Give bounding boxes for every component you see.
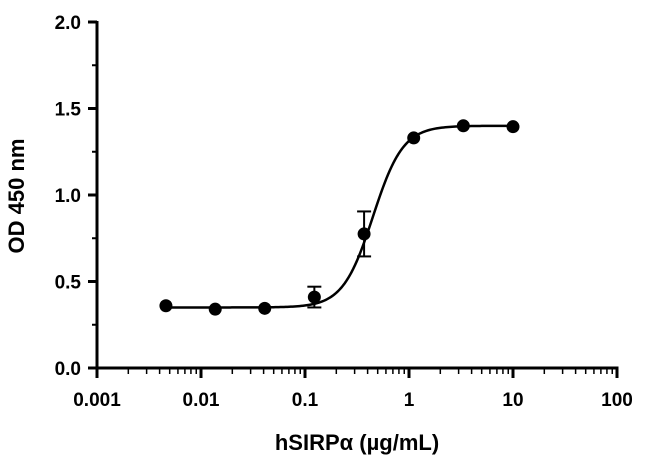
data-points [159,119,520,316]
y-tick-label: 0.5 [55,273,82,294]
data-point [208,302,222,316]
data-point [357,227,371,241]
x-axis-label: hSIRPα (µg/mL) [275,430,439,455]
data-point [159,299,173,313]
axes: 0.0 0.5 1.0 1.5 2.0 0.001 0.01 0.1 1 10 100 [55,13,633,411]
y-tick-label: 2.0 [55,13,81,34]
x-tick-label: 1 [404,390,415,411]
y-axis-label: OD 450 nm [4,139,29,254]
y-tick-label: 1.0 [55,186,81,207]
data-point [307,290,321,304]
data-point [258,301,272,315]
data-point [456,119,470,133]
x-tick-label: 0.01 [183,390,220,411]
x-tick-label: 0.1 [292,390,319,411]
fit-curve [165,124,513,309]
data-point [506,120,520,134]
x-tick-label: 0.001 [73,390,121,411]
y-tick-label: 1.5 [55,100,82,121]
fit-curve-group [165,124,513,309]
y-tick-label: 0.0 [55,359,81,380]
data-point [407,131,421,145]
x-tick-label: 10 [502,390,523,411]
x-tick-label: 100 [601,390,633,411]
